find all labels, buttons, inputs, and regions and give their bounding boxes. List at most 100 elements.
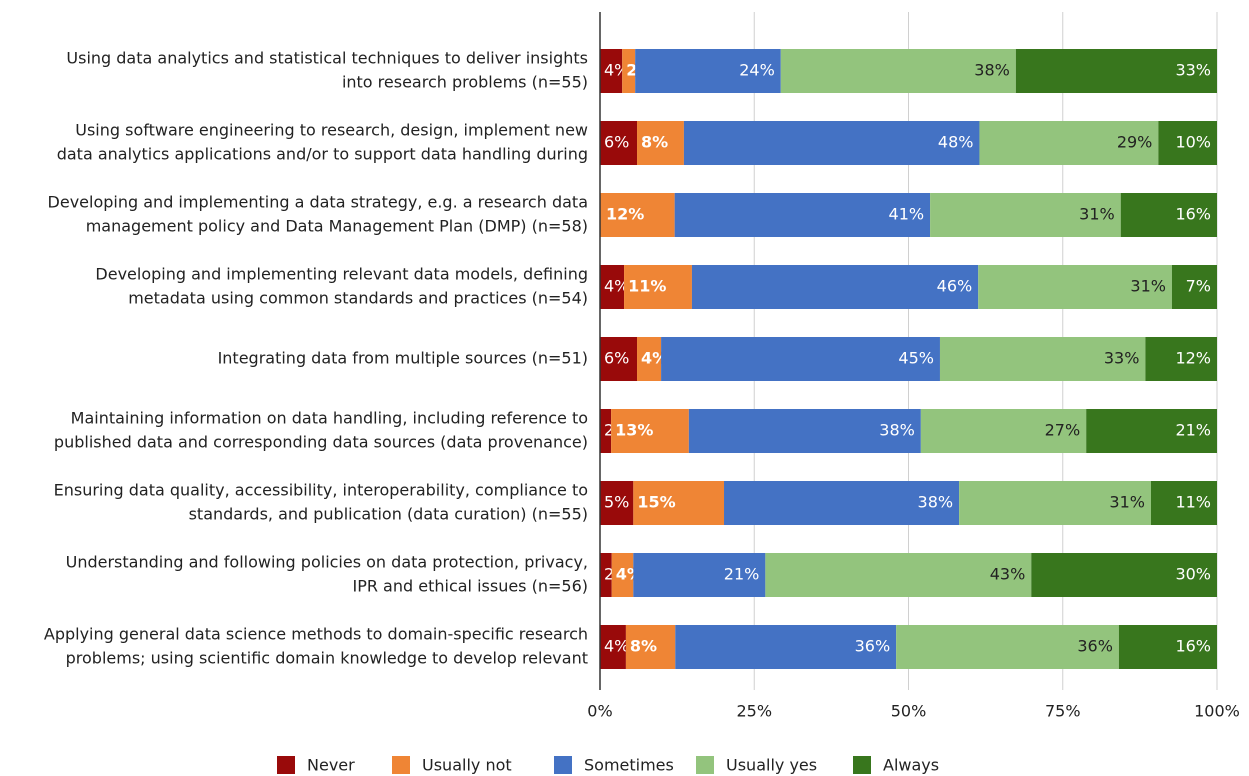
legend-swatch	[392, 756, 410, 774]
bar-segment	[1086, 409, 1217, 453]
value-label: 6%	[604, 349, 629, 368]
legend-label: Usually not	[422, 756, 512, 775]
value-label: 7%	[1186, 277, 1211, 296]
bar-segment	[765, 553, 1032, 597]
value-label: 36%	[855, 637, 891, 656]
bar-segment	[688, 409, 921, 453]
bar-segment	[637, 337, 662, 381]
category-label: standards, and publication (data curatio…	[189, 505, 588, 524]
category-label: Using data analytics and statistical tec…	[66, 49, 588, 68]
bar-segment	[1171, 265, 1217, 309]
legend-swatch	[554, 756, 572, 774]
bar-segment	[1150, 481, 1217, 525]
bar-segment	[635, 49, 781, 93]
category-label: problems; using scientific domain knowle…	[66, 649, 588, 668]
value-label: 6%	[604, 133, 629, 152]
bar-segment	[1031, 553, 1217, 597]
x-tick-label: 0%	[587, 702, 612, 721]
bar-segment	[600, 481, 634, 525]
bar-segment	[979, 121, 1159, 165]
value-label: 31%	[1109, 493, 1145, 512]
value-label: 16%	[1175, 205, 1211, 224]
value-label: 27%	[1045, 421, 1081, 440]
x-tick-label: 25%	[736, 702, 772, 721]
value-label: 4%	[604, 637, 629, 656]
category-label: Ensuring data quality, accessibility, in…	[54, 481, 588, 500]
bar-segment	[600, 409, 612, 453]
category-label: IPR and ethical issues (n=56)	[352, 577, 588, 596]
category-label: Applying general data science methods to…	[44, 625, 588, 644]
bar-segment	[675, 625, 897, 669]
legend-label: Always	[883, 756, 939, 775]
bar-segment	[674, 193, 931, 237]
bar-segment	[691, 265, 979, 309]
value-label: 11%	[628, 277, 666, 296]
bar-segment	[600, 553, 612, 597]
value-label: 31%	[1079, 205, 1115, 224]
legend-swatch	[277, 756, 295, 774]
category-label: management policy and Data Management Pl…	[86, 217, 588, 236]
bar-segment	[600, 265, 625, 309]
bar-segment	[625, 625, 676, 669]
value-label: 30%	[1175, 565, 1211, 584]
value-label: 24%	[739, 61, 775, 80]
value-label: 36%	[1077, 637, 1113, 656]
legend-swatch	[853, 756, 871, 774]
value-label: 31%	[1130, 277, 1166, 296]
bar-segment	[780, 49, 1016, 93]
bar-segment	[622, 49, 636, 93]
bar-segment	[637, 121, 684, 165]
value-label: 43%	[990, 565, 1026, 584]
value-label: 8%	[641, 133, 668, 152]
bar-segment	[959, 481, 1151, 525]
value-label: 11%	[1175, 493, 1211, 512]
bar-segment	[920, 409, 1087, 453]
value-label: 33%	[1175, 61, 1211, 80]
category-label: Developing and implementing a data strat…	[48, 193, 588, 212]
bar-segment	[978, 265, 1172, 309]
bar-segment	[896, 625, 1119, 669]
x-tick-label: 75%	[1045, 702, 1081, 721]
value-label: 13%	[615, 421, 653, 440]
value-label: 45%	[898, 349, 934, 368]
bar-segment	[600, 121, 638, 165]
category-label: Integrating data from multiple sources (…	[218, 349, 588, 368]
bar-segment	[600, 49, 623, 93]
bar-segment	[724, 481, 960, 525]
legend-label: Never	[307, 756, 355, 775]
value-label: 12%	[1175, 349, 1211, 368]
category-label: Understanding and following policies on …	[66, 553, 588, 572]
bar-segment	[633, 553, 766, 597]
bar-segment	[600, 337, 638, 381]
bar-segment	[600, 193, 675, 237]
value-label: 38%	[879, 421, 915, 440]
bar-segment	[1145, 337, 1217, 381]
bar-segment	[1120, 193, 1217, 237]
bar-segment	[1158, 121, 1217, 165]
value-label: 16%	[1175, 637, 1211, 656]
value-label: 48%	[938, 133, 974, 152]
value-label: 15%	[637, 493, 675, 512]
bar-segment	[661, 337, 940, 381]
value-label: 4%	[604, 277, 629, 296]
x-tick-label: 50%	[891, 702, 927, 721]
legend-label: Sometimes	[584, 756, 674, 775]
value-label: 41%	[889, 205, 925, 224]
value-label: 5%	[604, 493, 629, 512]
category-label: Using software engineering to research, …	[75, 121, 588, 140]
value-label: 8%	[630, 637, 657, 656]
x-tick-label: 100%	[1194, 702, 1240, 721]
value-label: 33%	[1104, 349, 1140, 368]
category-label: Maintaining information on data handling…	[71, 409, 588, 428]
value-label: 29%	[1117, 133, 1153, 152]
value-label: 46%	[937, 277, 973, 296]
value-label: 10%	[1175, 133, 1211, 152]
bar-segment	[633, 481, 725, 525]
category-label: data analytics applications and/or to su…	[57, 145, 588, 164]
bar-segment	[683, 121, 980, 165]
value-label: 12%	[606, 205, 644, 224]
value-label: 21%	[724, 565, 760, 584]
bar-segment	[1118, 625, 1217, 669]
bar-segment	[930, 193, 1121, 237]
bar-segment	[624, 265, 692, 309]
